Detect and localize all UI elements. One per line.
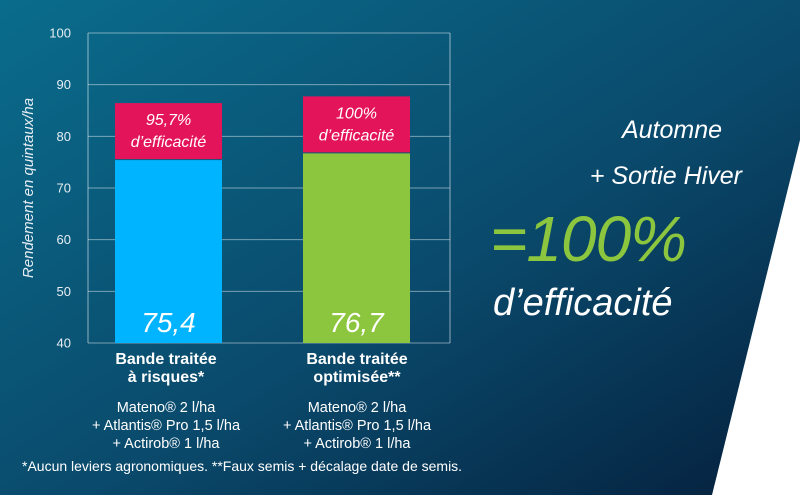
category-risk: Bande traitée à risques* Mateno® 2 l/ha … (66, 351, 266, 453)
y-tick-label: 80 (57, 129, 71, 144)
category-optimized: Bande traitée optimisée** Mateno® 2 l/ha… (257, 351, 457, 453)
category-risk-detail: Mateno® 2 l/ha + Atlantis® Pro 1,5 l/ha … (66, 399, 266, 453)
efficacy-word: d’efficacité (319, 127, 395, 144)
footnote: *Aucun leviers agronomiques. **Faux semi… (22, 458, 463, 474)
category-optimized-title-line1: Bande traitée (306, 351, 408, 368)
efficacy-word: d’efficacité (131, 134, 207, 151)
category-optimized-detail-line3: + Actirob® 1 l/ha (303, 436, 411, 452)
category-risk-detail-line3: + Actirob® 1 l/ha (112, 436, 220, 452)
category-optimized-title: Bande traitée optimisée** (257, 351, 457, 387)
category-risk-title-line1: Bande traitée (115, 351, 217, 368)
bar-value-label: 76,7 (329, 307, 385, 338)
category-optimized-detail: Mateno® 2 l/ha + Atlantis® Pro 1,5 l/ha … (257, 399, 457, 453)
bar (115, 160, 222, 343)
y-tick-label: 70 (57, 181, 71, 196)
side-line-automne: Automne (621, 116, 722, 144)
category-optimized-title-line2: optimisée** (313, 369, 401, 386)
y-tick-label: 100 (49, 26, 71, 41)
efficacy-percent: 100% (336, 105, 377, 122)
efficacy-badge (115, 103, 222, 160)
y-tick-label: 40 (57, 336, 71, 351)
efficacy-percent: 95,7% (146, 112, 191, 129)
category-optimized-detail-line1: Mateno® 2 l/ha (307, 400, 407, 416)
side-big-percent: =100% (490, 203, 687, 275)
bar-value-label: 75,4 (141, 307, 196, 338)
category-risk-title-line2: à risques* (127, 369, 205, 386)
y-axis-label: Rendement en quintaux/ha (20, 98, 37, 278)
y-tick-label: 60 (57, 232, 71, 247)
category-risk-detail-line2: + Atlantis® Pro 1,5 l/ha (91, 418, 241, 434)
category-risk-detail-line1: Mateno® 2 l/ha (116, 400, 216, 416)
y-tick-label: 90 (57, 77, 71, 92)
bar (303, 153, 410, 343)
category-risk-title: Bande traitée à risques* (66, 351, 266, 387)
side-line-efficacite: d’efficacité (493, 282, 673, 324)
y-tick-label: 50 (57, 284, 71, 299)
efficacy-badge (303, 96, 410, 153)
category-optimized-detail-line2: + Atlantis® Pro 1,5 l/ha (282, 418, 432, 434)
side-line-sortie-hiver: + Sortie Hiver (589, 162, 742, 190)
